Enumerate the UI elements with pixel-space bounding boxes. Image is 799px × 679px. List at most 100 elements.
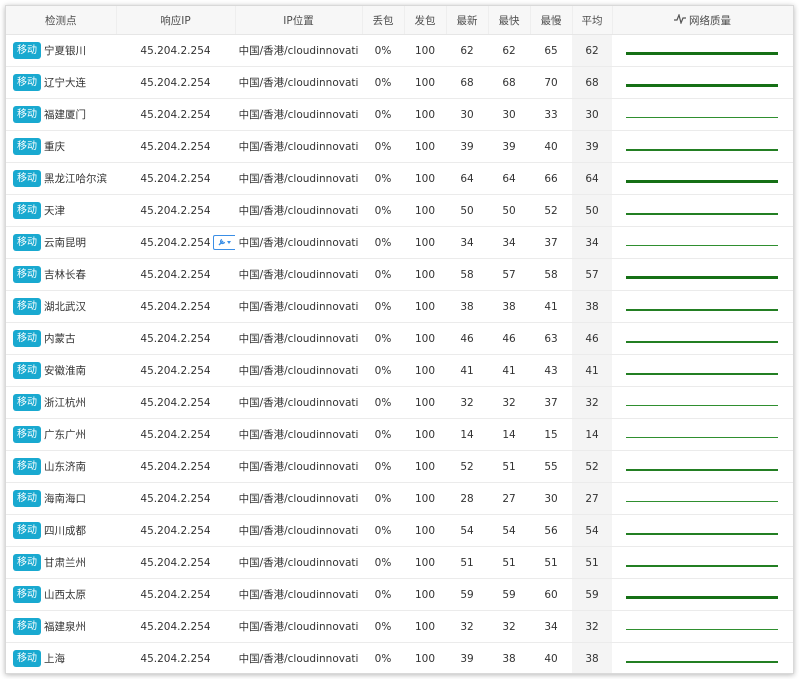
- ip-text: 45.204.2.254: [140, 268, 211, 281]
- table-row[interactable]: 移动 福建泉州 45.204.2.254 中国/香港/cloudinnovati 0% 1…: [6, 610, 793, 643]
- city-name: 云南昆明: [44, 237, 86, 249]
- table-row[interactable]: 移动 四川成都 45.204.2.254 中国/香港/cloudinnovati 0% 1…: [6, 514, 793, 547]
- col-header-location: IP位置: [235, 6, 363, 35]
- city-name: 吉林长春: [44, 269, 86, 281]
- table-row[interactable]: 移动 内蒙古 45.204.2.254 中国/香港/cloudinnovati 0% 10…: [6, 322, 793, 355]
- city-name: 浙江杭州: [44, 397, 86, 409]
- cell-average: 30: [572, 98, 612, 131]
- cell-latest: 46: [446, 322, 488, 355]
- cell-fastest: 59: [488, 578, 530, 611]
- city-name: 福建泉州: [44, 621, 86, 633]
- table-row[interactable]: 移动 广东广州 45.204.2.254 中国/香港/cloudinnovati 0% 1…: [6, 418, 793, 451]
- cell-sent: 100: [404, 194, 446, 227]
- cell-quality: [612, 514, 793, 547]
- cell-fastest: 32: [488, 386, 530, 419]
- cell-quality: [612, 66, 793, 99]
- cell-latest: 58: [446, 258, 488, 291]
- wrench-icon[interactable]: [212, 234, 235, 250]
- table-row[interactable]: 移动 海南海口 45.204.2.254 中国/香港/cloudinnovati 0% 1…: [6, 482, 793, 515]
- cell-point: 移动 广东广州: [6, 418, 116, 451]
- table-row[interactable]: 移动 山西太原 45.204.2.254 中国/香港/cloudinnovati 0% 1…: [6, 578, 793, 611]
- cell-sent: 100: [404, 322, 446, 355]
- cell-sent: 100: [404, 514, 446, 547]
- cell-average: 41: [572, 354, 612, 387]
- cell-latest: 68: [446, 66, 488, 99]
- cell-average: 46: [572, 322, 612, 355]
- table-row[interactable]: 移动 宁夏银川 45.204.2.254 中国/香港/cloudinnovati 0% 1…: [6, 34, 793, 67]
- cell-location: 中国/香港/cloudinnovati: [235, 450, 362, 483]
- table-row[interactable]: 移动 安徽淮南 45.204.2.254 中国/香港/cloudinnovati 0% 1…: [6, 354, 793, 387]
- table-row[interactable]: 移动 吉林长春 45.204.2.254 中国/香港/cloudinnovati 0% 1…: [6, 258, 793, 291]
- quality-line: [626, 596, 778, 599]
- city-name: 天津: [44, 205, 65, 217]
- table-row[interactable]: 移动 甘肃兰州 45.204.2.254 中国/香港/cloudinnovati 0% 1…: [6, 546, 793, 579]
- isp-badge: 移动: [13, 106, 41, 123]
- cell-slowest: 52: [530, 194, 572, 227]
- quality-line: [626, 405, 778, 406]
- ip-text: 45.204.2.254: [140, 204, 211, 217]
- ping-results-table: 检测点 响应IP IP位置 丢包 发包 最新 最快 最慢 平均 网络质量 移动宁…: [6, 6, 793, 673]
- cell-latest: 50: [446, 194, 488, 227]
- cell-loss: 0%: [362, 642, 404, 673]
- cell-quality: [612, 642, 793, 673]
- cell-loss: 0%: [362, 546, 404, 579]
- cell-location: 中国/香港/cloudinnovati: [235, 322, 362, 355]
- cell-point: 移动 甘肃兰州: [6, 546, 116, 579]
- quality-line: [626, 660, 778, 663]
- cell-location: 中国/香港/cloudinnovati: [235, 578, 362, 611]
- cell-sent: 100: [404, 482, 446, 515]
- cell-sent: 100: [404, 450, 446, 483]
- quality-line: [626, 308, 778, 311]
- cell-sent: 100: [404, 130, 446, 163]
- table-row[interactable]: 移动 湖北武汉 45.204.2.254 中国/香港/cloudinnovati 0% 1…: [6, 290, 793, 323]
- ip-text: 45.204.2.254: [140, 236, 211, 249]
- cell-sent: 100: [404, 226, 446, 259]
- table-row[interactable]: 移动 上海 45.204.2.254 中国/香港/cloudinnovati 0% 100…: [6, 642, 793, 673]
- table-row[interactable]: 移动 云南昆明 45.204.2.254 中国/香港/cloudinnovati 0% 1…: [6, 226, 793, 259]
- cell-average: 14: [572, 418, 612, 451]
- cell-ip: 45.204.2.254: [116, 66, 235, 99]
- table-row[interactable]: 移动 重庆 45.204.2.254 中国/香港/cloudinnovati 0% 100…: [6, 130, 793, 163]
- city-name: 湖北武汉: [44, 301, 86, 313]
- cell-fastest: 51: [488, 450, 530, 483]
- cell-slowest: 15: [530, 418, 572, 451]
- cell-quality: [612, 162, 793, 195]
- table-row[interactable]: 移动 黑龙江哈尔滨 45.204.2.254 中国/香港/cloudinnovati 0…: [6, 162, 793, 195]
- cell-quality: [612, 450, 793, 483]
- cell-latest: 39: [446, 130, 488, 163]
- cell-ip: 45.204.2.254: [116, 258, 235, 291]
- cell-latest: 39: [446, 642, 488, 673]
- cell-loss: 0%: [362, 226, 404, 259]
- isp-badge: 移动: [13, 650, 41, 667]
- ip-text: 45.204.2.254: [140, 300, 211, 313]
- city-name: 上海: [44, 653, 65, 665]
- cell-latest: 59: [446, 578, 488, 611]
- col-header-sent: 发包: [404, 6, 447, 35]
- quality-line: [626, 372, 778, 375]
- cell-sent: 100: [404, 98, 446, 131]
- quality-line: [626, 501, 778, 502]
- cell-fastest: 27: [488, 482, 530, 515]
- table-row[interactable]: 移动 辽宁大连 45.204.2.254 中国/香港/cloudinnovati 0% 1…: [6, 66, 793, 99]
- table-row[interactable]: 移动 山东济南 45.204.2.254 中国/香港/cloudinnovati 0% 1…: [6, 450, 793, 483]
- cell-sent: 100: [404, 418, 446, 451]
- cell-location: 中国/香港/cloudinnovati: [235, 482, 362, 515]
- cell-average: 38: [572, 290, 612, 323]
- cell-latest: 62: [446, 34, 488, 67]
- cell-ip: 45.204.2.254: [116, 194, 235, 227]
- cell-sent: 100: [404, 610, 446, 643]
- cell-ip: 45.204.2.254: [116, 578, 235, 611]
- cell-location: 中国/香港/cloudinnovati: [235, 98, 362, 131]
- cell-loss: 0%: [362, 514, 404, 547]
- quality-line: [626, 532, 778, 535]
- city-name: 海南海口: [44, 493, 86, 505]
- table-row[interactable]: 移动 浙江杭州 45.204.2.254 中国/香港/cloudinnovati 0% 1…: [6, 386, 793, 419]
- col-header-slowest: 最慢: [530, 6, 573, 35]
- cell-location: 中国/香港/cloudinnovati: [235, 418, 362, 451]
- cell-latest: 64: [446, 162, 488, 195]
- cell-ip: 45.204.2.254: [116, 34, 235, 67]
- table-row[interactable]: 移动 福建厦门 45.204.2.254 中国/香港/cloudinnovati 0% 1…: [6, 98, 793, 131]
- table-row[interactable]: 移动 天津 45.204.2.254 中国/香港/cloudinnovati 0% 100…: [6, 194, 793, 227]
- cell-loss: 0%: [362, 194, 404, 227]
- isp-badge: 移动: [13, 362, 41, 379]
